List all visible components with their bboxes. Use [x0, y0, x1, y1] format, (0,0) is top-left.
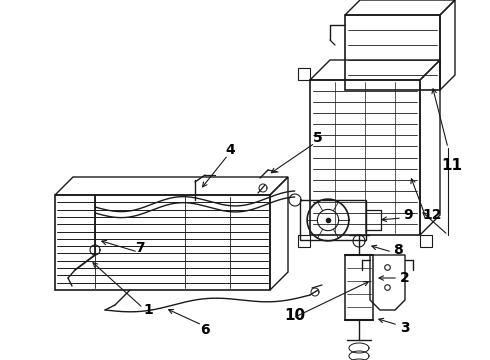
- Text: 12: 12: [422, 208, 442, 222]
- Text: 7: 7: [135, 241, 145, 255]
- Text: 3: 3: [400, 321, 410, 335]
- Text: 4: 4: [225, 143, 235, 157]
- Text: 2: 2: [400, 271, 410, 285]
- Text: 10: 10: [284, 307, 306, 323]
- Text: 8: 8: [393, 243, 403, 257]
- Text: 11: 11: [441, 158, 463, 172]
- Text: 5: 5: [313, 131, 323, 145]
- Text: 6: 6: [200, 323, 210, 337]
- Text: 9: 9: [403, 208, 413, 222]
- Text: 1: 1: [143, 303, 153, 317]
